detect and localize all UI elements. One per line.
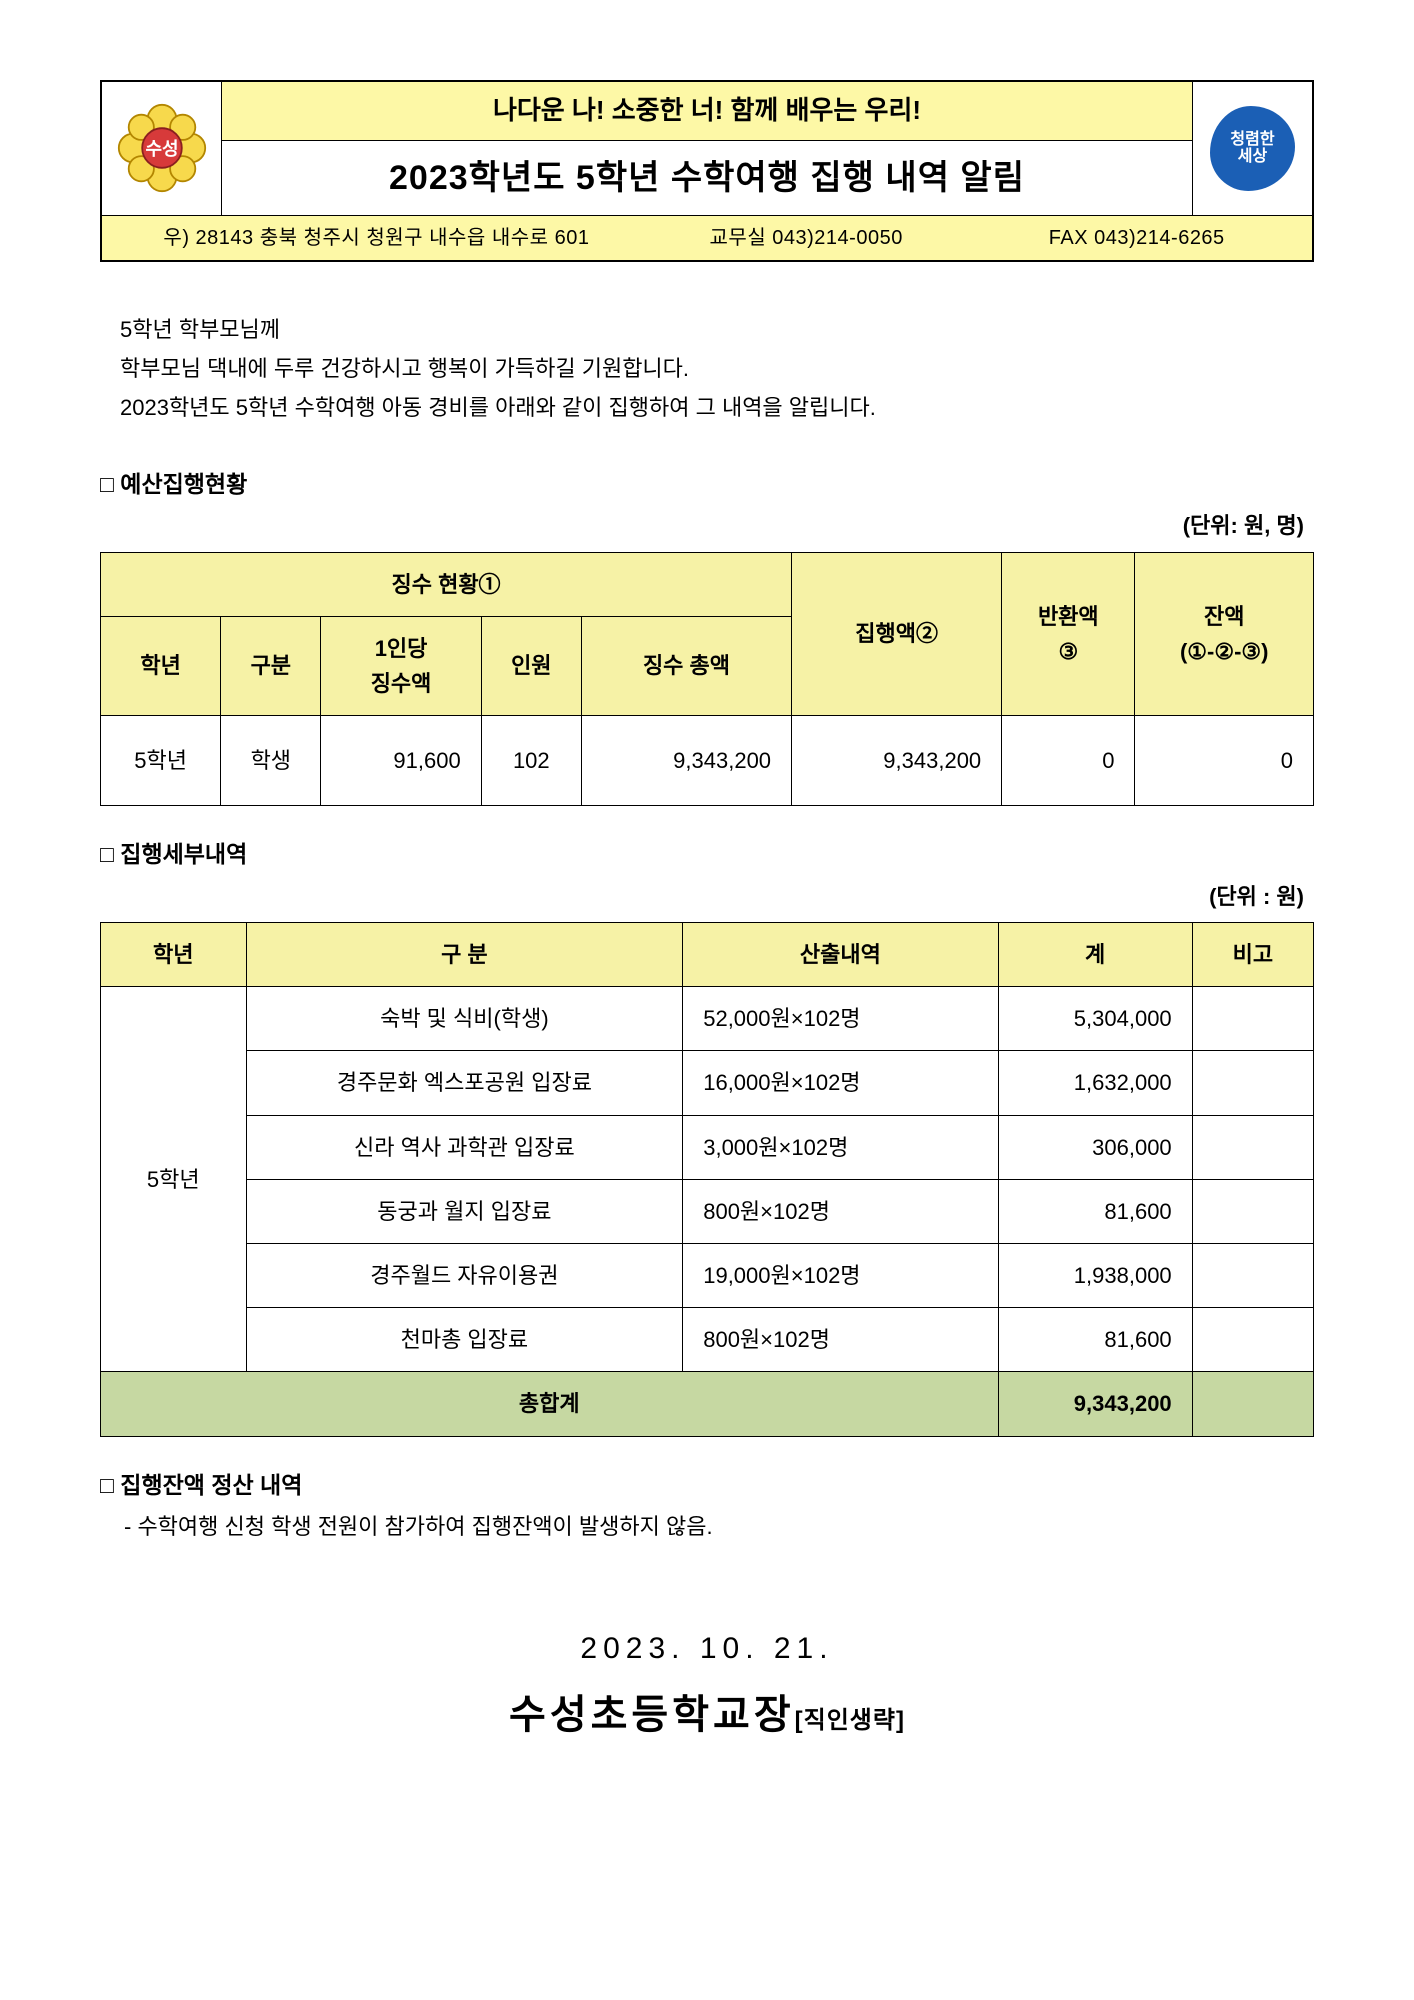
td-d-calc: 800원×102명 [683, 1179, 998, 1243]
detail-row: 경주월드 자유이용권19,000원×102명1,938,000 [101, 1244, 1314, 1308]
td-d-calc: 3,000원×102명 [683, 1115, 998, 1179]
blob-line1: 청렴한 [1230, 131, 1274, 149]
th-d-category: 구 분 [246, 923, 683, 987]
detail-row: 신라 역사 과학관 입장료3,000원×102명306,000 [101, 1115, 1314, 1179]
td-balance: 0 [1135, 716, 1314, 806]
td-d-calc: 19,000원×102명 [683, 1244, 998, 1308]
td-executed: 9,343,200 [792, 716, 1002, 806]
intro-line1: 5학년 학부모님께 [120, 312, 1294, 347]
th-grade: 학년 [101, 616, 221, 715]
td-d-sum: 306,000 [998, 1115, 1192, 1179]
td-total-sum: 9,343,200 [998, 1372, 1192, 1436]
header-title: 2023학년도 5학년 수학여행 집행 내역 알림 [222, 141, 1192, 215]
section2-unit: (단위 : 원) [100, 879, 1314, 914]
header-slogan: 나다운 나! 소중한 너! 함께 배우는 우리! [222, 82, 1192, 141]
td-refund: 0 [1002, 716, 1135, 806]
detail-row: 경주문화 엑스포공원 입장료16,000원×102명1,632,000 [101, 1051, 1314, 1115]
detail-row: 5학년숙박 및 식비(학생)52,000원×102명5,304,000 [101, 987, 1314, 1051]
td-d-note [1192, 1051, 1313, 1115]
td-d-sum: 5,304,000 [998, 987, 1192, 1051]
td-d-category: 숙박 및 식비(학생) [246, 987, 683, 1051]
th-d-calc: 산출내역 [683, 923, 998, 987]
th-collection: 징수 현황① [101, 552, 792, 616]
td-d-note [1192, 987, 1313, 1051]
blob-badge-icon: 청렴한 세상 [1210, 106, 1295, 191]
blob-line2: 세상 [1238, 148, 1267, 166]
budget-header-row1: 징수 현황① 집행액② 반환액 ③ 잔액 (①-②-③) [101, 552, 1314, 616]
flower-badge-icon: 수성 [117, 103, 207, 193]
td-d-note [1192, 1244, 1313, 1308]
td-d-calc: 800원×102명 [683, 1308, 998, 1372]
td-d-sum: 1,938,000 [998, 1244, 1192, 1308]
th-executed: 집행액② [792, 552, 1002, 716]
signature-school: 수성초등학교장 [509, 1693, 795, 1737]
school-emblem-left: 수성 [102, 82, 222, 215]
signature-name: 수성초등학교장[직인생략] [100, 1683, 1314, 1747]
td-category: 학생 [221, 716, 321, 806]
section1-heading: 예산집행현황 [100, 466, 1314, 503]
th-collection-total: 징수 총액 [581, 616, 791, 715]
td-d-category: 경주월드 자유이용권 [246, 1244, 683, 1308]
td-count: 102 [481, 716, 581, 806]
td-per-person: 91,600 [321, 716, 481, 806]
td-d-sum: 81,600 [998, 1308, 1192, 1372]
detail-header-row: 학년 구 분 산출내역 계 비고 [101, 923, 1314, 987]
intro-line3: 2023학년도 5학년 수학여행 아동 경비를 아래와 같이 집행하여 그 내역… [120, 390, 1294, 425]
section1-unit: (단위: 원, 명) [100, 508, 1314, 543]
section3-note: - 수학여행 신청 학생 전원이 참가하여 집행잔액이 발생하지 않음. [124, 1509, 1314, 1544]
th-category: 구분 [221, 616, 321, 715]
td-total-note [1192, 1372, 1313, 1436]
th-per-person: 1인당 징수액 [321, 616, 481, 715]
td-d-note [1192, 1179, 1313, 1243]
section2-heading: 집행세부내역 [100, 836, 1314, 873]
td-d-grade: 5학년 [101, 987, 247, 1372]
intro-line2: 학부모님 댁내에 두루 건강하시고 행복이 가득하길 기원합니다. [120, 351, 1294, 386]
letter-header: 수성 나다운 나! 소중한 너! 함께 배우는 우리! 2023학년도 5학년 … [100, 80, 1314, 262]
emblem-text: 수성 [145, 140, 178, 160]
detail-row: 천마총 입장료800원×102명81,600 [101, 1308, 1314, 1372]
td-d-sum: 1,632,000 [998, 1051, 1192, 1115]
th-d-grade: 학년 [101, 923, 247, 987]
detail-table: 학년 구 분 산출내역 계 비고 5학년숙박 및 식비(학생)52,000원×1… [100, 922, 1314, 1437]
intro-block: 5학년 학부모님께 학부모님 댁내에 두루 건강하시고 행복이 가득하길 기원합… [120, 312, 1294, 426]
td-collection-total: 9,343,200 [581, 716, 791, 806]
td-d-category: 경주문화 엑스포공원 입장료 [246, 1051, 683, 1115]
th-d-note: 비고 [1192, 923, 1313, 987]
contact-address: 우) 28143 충북 청주시 청원구 내수읍 내수로 601 [112, 222, 641, 254]
header-titles: 나다운 나! 소중한 너! 함께 배우는 우리! 2023학년도 5학년 수학여… [222, 82, 1192, 215]
th-refund: 반환액 ③ [1002, 552, 1135, 716]
integrity-emblem-right: 청렴한 세상 [1192, 82, 1312, 215]
signature-date: 2023. 10. 21. [100, 1625, 1314, 1673]
budget-data-row: 5학년 학생 91,600 102 9,343,200 9,343,200 0 … [101, 716, 1314, 806]
th-balance: 잔액 (①-②-③) [1135, 552, 1314, 716]
signature-suffix: [직인생략] [795, 1707, 905, 1734]
td-d-category: 신라 역사 과학관 입장료 [246, 1115, 683, 1179]
td-d-category: 동궁과 월지 입장료 [246, 1179, 683, 1243]
header-contact-bar: 우) 28143 충북 청주시 청원구 내수읍 내수로 601 교무실 043)… [102, 215, 1312, 260]
contact-office: 교무실 043)214-0050 [641, 222, 972, 254]
td-d-category: 천마총 입장료 [246, 1308, 683, 1372]
detail-row: 동궁과 월지 입장료800원×102명81,600 [101, 1179, 1314, 1243]
section3-heading: 집행잔액 정산 내역 [100, 1467, 1314, 1504]
th-d-sum: 계 [998, 923, 1192, 987]
contact-fax: FAX 043)214-6265 [971, 222, 1302, 254]
td-d-sum: 81,600 [998, 1179, 1192, 1243]
td-total-label: 총합계 [101, 1372, 999, 1436]
td-grade: 5학년 [101, 716, 221, 806]
th-count: 인원 [481, 616, 581, 715]
td-d-note [1192, 1115, 1313, 1179]
td-d-calc: 52,000원×102명 [683, 987, 998, 1051]
budget-table: 징수 현황① 집행액② 반환액 ③ 잔액 (①-②-③) 학년 구분 1인당 징… [100, 552, 1314, 807]
header-main-row: 수성 나다운 나! 소중한 너! 함께 배우는 우리! 2023학년도 5학년 … [102, 82, 1312, 215]
td-d-calc: 16,000원×102명 [683, 1051, 998, 1115]
td-d-note [1192, 1308, 1313, 1372]
detail-total-row: 총합계 9,343,200 [101, 1372, 1314, 1436]
